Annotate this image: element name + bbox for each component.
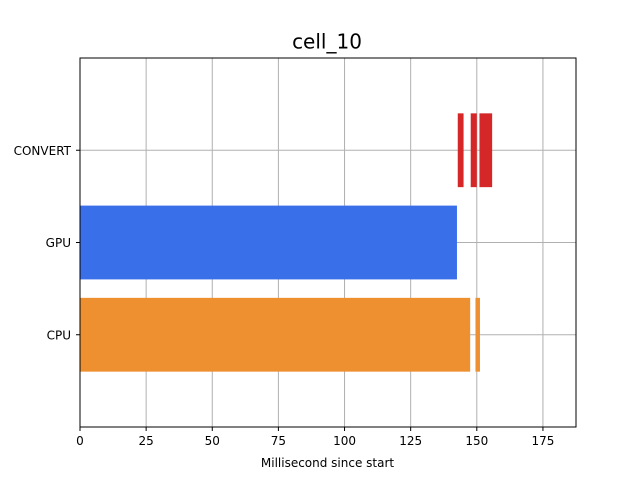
bar-convert-5 bbox=[479, 113, 493, 188]
bar-convert-3 bbox=[457, 113, 464, 188]
x-tick-label: 125 bbox=[399, 434, 422, 448]
x-tick-label: 75 bbox=[271, 434, 286, 448]
x-tick-label: 100 bbox=[333, 434, 356, 448]
x-axis-ticks: 0 25 50 75 100 125 150 175 bbox=[76, 427, 554, 448]
bars bbox=[80, 113, 493, 372]
x-tick-label: 150 bbox=[465, 434, 488, 448]
x-axis-label: Millisecond since start bbox=[261, 456, 395, 470]
y-tick-label-cpu: CPU bbox=[47, 328, 71, 342]
y-axis-ticks: CPU GPU CONVERT bbox=[14, 144, 80, 342]
chart-title: cell_10 bbox=[292, 30, 362, 54]
x-tick-label: 50 bbox=[205, 434, 220, 448]
bar-gpu-2 bbox=[80, 205, 457, 280]
x-tick-label: 25 bbox=[138, 434, 153, 448]
y-tick-label-convert: CONVERT bbox=[14, 144, 72, 158]
bar-cpu-1 bbox=[475, 297, 480, 372]
x-tick-label: 0 bbox=[76, 434, 84, 448]
bar-cpu-0 bbox=[80, 297, 471, 372]
x-tick-label: 175 bbox=[531, 434, 554, 448]
bar-convert-4 bbox=[470, 113, 477, 188]
y-tick-label-gpu: GPU bbox=[46, 236, 71, 250]
